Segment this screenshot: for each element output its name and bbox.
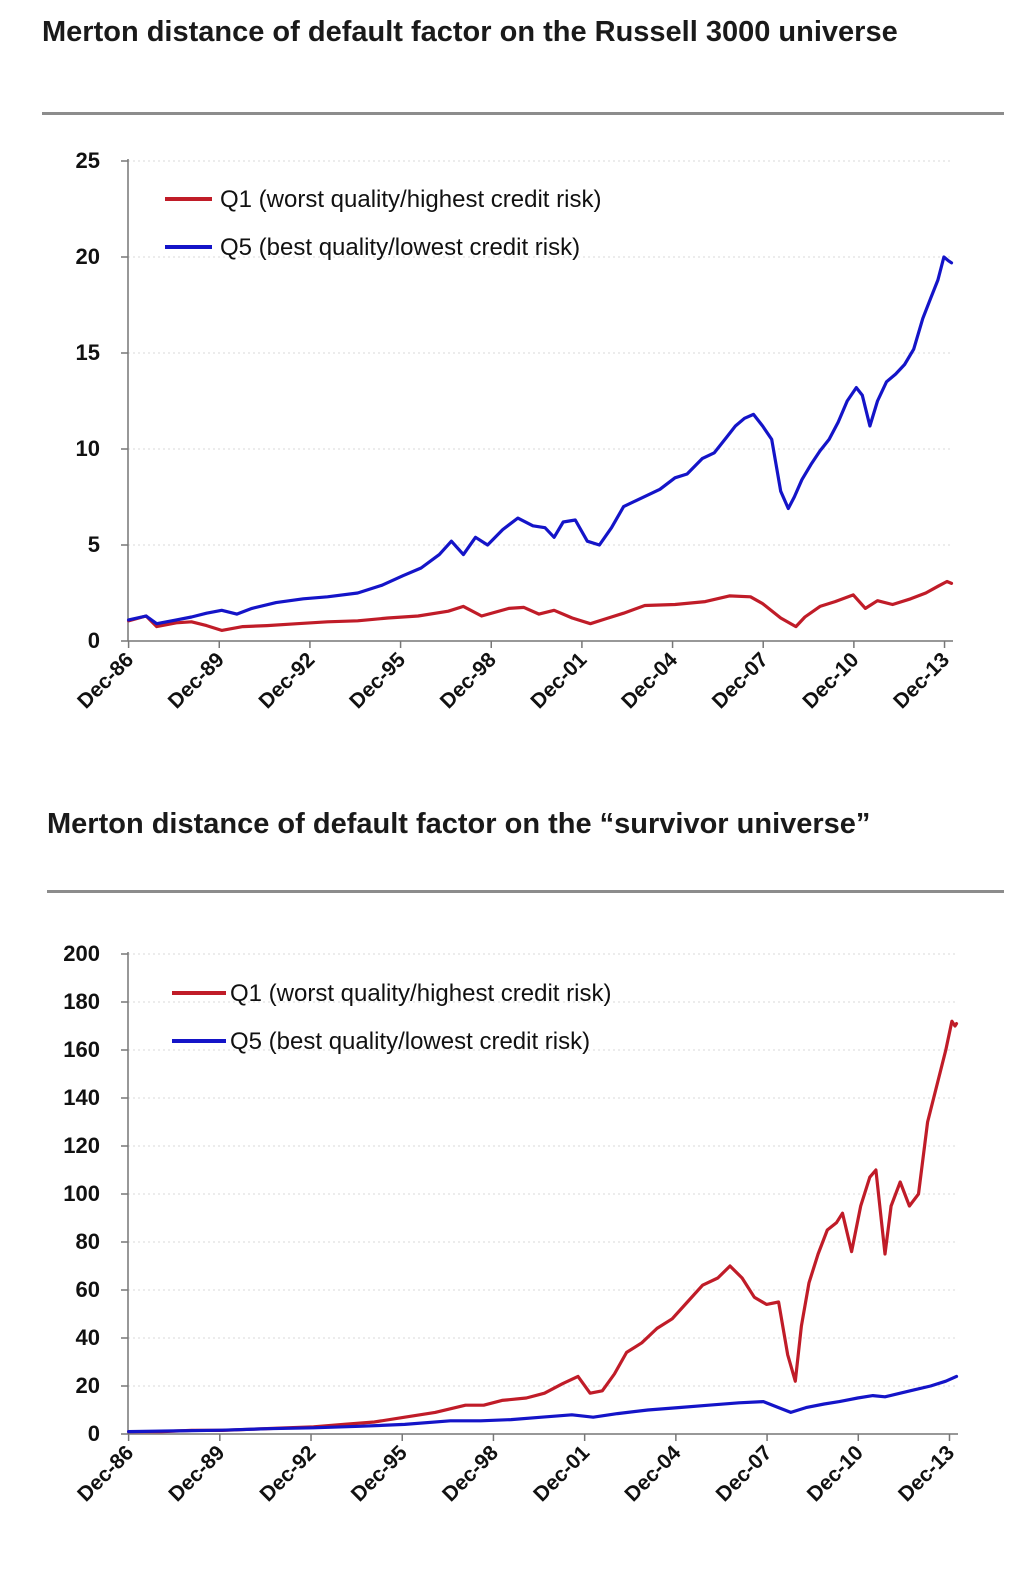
x-tick-label: Dec-01 — [526, 648, 591, 713]
x-tick-label: Dec-10 — [798, 648, 863, 713]
y-tick-label: 5 — [88, 532, 100, 557]
legend-label-q1: Q1 (worst quality/highest credit risk) — [230, 980, 611, 1007]
y-tick-label: 25 — [76, 148, 100, 173]
y-tick-label: 20 — [76, 1373, 100, 1398]
line-chart-survivor-universe: 0 20 40 60 80 100 120 140 160 180 200 Dec-86 Dec-89 D… — [63, 941, 959, 1506]
x-tick-label: Dec-07 — [708, 648, 773, 713]
series-line-q1 — [127, 579, 954, 632]
x-tick-label: Dec-86 — [73, 648, 138, 713]
x-tick-label: Dec-04 — [617, 648, 682, 713]
y-tick-label: 180 — [63, 989, 100, 1014]
x-tick-label: Dec-89 — [164, 1441, 229, 1506]
y-tick-label: 10 — [76, 436, 100, 461]
x-tick-label: Dec-13 — [889, 648, 954, 713]
y-tick-label: 0 — [88, 1421, 100, 1446]
y-tick-label: 20 — [76, 244, 100, 269]
x-tick-label: Dec-98 — [438, 1441, 503, 1506]
title-divider — [47, 890, 1004, 893]
series-line-q1 — [127, 1019, 959, 1434]
x-tick-label: Dec-92 — [254, 648, 319, 713]
series-line-q5 — [127, 1374, 959, 1434]
x-tick-label: Dec-01 — [529, 1441, 594, 1506]
x-tick-label: Dec-92 — [256, 1441, 321, 1506]
legend-label-q1: Q1 (worst quality/highest credit risk) — [220, 186, 601, 213]
title-divider — [42, 112, 1004, 115]
x-tick-label: Dec-13 — [894, 1441, 959, 1506]
legend-label-q5: Q5 (best quality/lowest credit risk) — [220, 234, 580, 261]
x-tick-label: Dec-86 — [73, 1441, 138, 1506]
y-tick-label: 160 — [63, 1037, 100, 1062]
y-tick-label: 200 — [63, 941, 100, 966]
chart-title-russell-3000: Merton distance of default factor on the… — [42, 16, 898, 48]
x-tick-label: Dec-07 — [712, 1441, 777, 1506]
series-line-q5 — [127, 255, 954, 626]
y-tick-label: 60 — [76, 1277, 100, 1302]
chart-panel-russell-3000: Merton distance of default factor on the… — [42, 16, 1004, 713]
y-tick-label: 15 — [76, 340, 100, 365]
x-tick-label: Dec-04 — [620, 1441, 685, 1506]
y-tick-label: 100 — [63, 1181, 100, 1206]
x-tick-label: Dec-10 — [803, 1441, 868, 1506]
chart-panel-survivor-universe: Merton distance of default factor on the… — [0, 800, 1018, 1594]
x-tick-label: Dec-95 — [347, 1441, 412, 1506]
x-tick-label: Dec-89 — [164, 648, 229, 713]
chart-title-survivor-universe: Merton distance of default factor on the… — [47, 808, 871, 840]
y-tick-label: 140 — [63, 1085, 100, 1110]
y-tick-label: 0 — [88, 628, 100, 653]
x-tick-label: Dec-95 — [345, 648, 410, 713]
line-chart-russell-3000: 0 5 10 15 20 25 Dec-86 Dec-89 Dec-92 Dec-95 Dec-98… — [73, 148, 954, 713]
legend-label-q5: Q5 (best quality/lowest credit risk) — [230, 1028, 590, 1055]
y-tick-label: 80 — [76, 1229, 100, 1254]
x-tick-label: Dec-98 — [436, 648, 501, 713]
y-tick-label: 120 — [63, 1133, 100, 1158]
y-tick-label: 40 — [76, 1325, 100, 1350]
